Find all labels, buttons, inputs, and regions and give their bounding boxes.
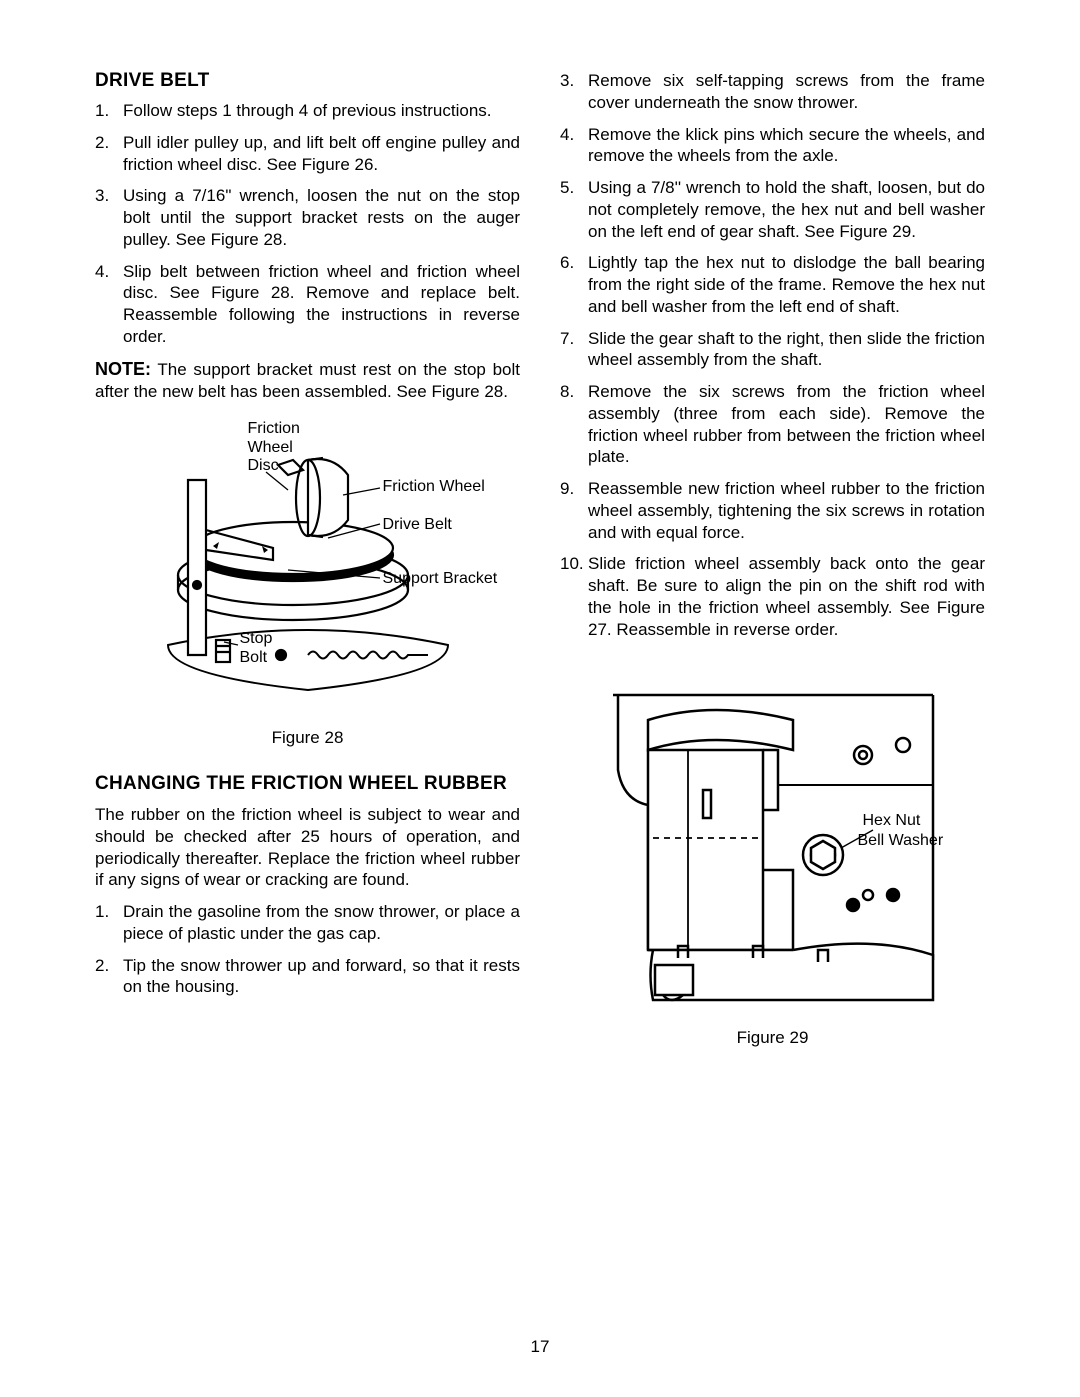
note-label: NOTE: [95, 359, 151, 379]
figure-29-caption: Figure 29 [560, 1028, 985, 1048]
list-item: Using a 7/8'' wrench to hold the shaft, … [560, 177, 985, 242]
figure-28: Friction Wheel Disc Friction Wheel Drive… [95, 420, 520, 748]
fig29-label-hex-nut: Hex Nut [863, 812, 921, 830]
note-text: The support bracket must rest on the sto… [95, 360, 520, 401]
figure-29: Hex Nut Bell Washer Figure 29 [560, 690, 985, 1048]
page: DRIVE BELT Follow steps 1 through 4 of p… [0, 0, 1080, 1112]
list-item: Tip the snow thrower up and forward, so … [95, 955, 520, 999]
drive-belt-list: Follow steps 1 through 4 of previous ins… [95, 100, 520, 348]
fig28-label-drive-belt: Drive Belt [383, 516, 452, 534]
figure-28-drawing: Friction Wheel Disc Friction Wheel Drive… [158, 420, 458, 710]
list-item: Pull idler pulley up, and lift belt off … [95, 132, 520, 176]
page-number: 17 [0, 1337, 1080, 1357]
fig29-label-bell-washer: Bell Washer [858, 832, 944, 850]
left-column: DRIVE BELT Follow steps 1 through 4 of p… [95, 70, 520, 1072]
fig28-label-support-bracket: Support Bracket [383, 570, 498, 588]
list-item: Remove the klick pins which secure the w… [560, 124, 985, 168]
figure-29-drawing: Hex Nut Bell Washer [593, 690, 953, 1010]
friction-wheel-list-part1: Drain the gasoline from the snow thrower… [95, 901, 520, 998]
list-item: Drain the gasoline from the snow thrower… [95, 901, 520, 945]
fig28-label-stop-bolt: Stop Bolt [240, 630, 273, 667]
list-item: Slip belt between friction wheel and fri… [95, 261, 520, 348]
list-item: Follow steps 1 through 4 of previous ins… [95, 100, 520, 122]
friction-wheel-intro: The rubber on the friction wheel is subj… [95, 804, 520, 891]
list-item: Remove six self-tapping screws from the … [560, 70, 985, 114]
list-item: Lightly tap the hex nut to dislodge the … [560, 252, 985, 317]
friction-wheel-list-part2: Remove six self-tapping screws from the … [560, 70, 985, 640]
section-title-friction-wheel: CHANGING THE FRICTION WHEEL RUBBER [95, 772, 520, 796]
right-column: Remove six self-tapping screws from the … [560, 70, 985, 1072]
fig28-label-friction-wheel-disc: Friction Wheel Disc [248, 420, 300, 475]
list-item: Using a 7/16" wrench, loosen the nut on … [95, 185, 520, 250]
list-item: Slide the gear shaft to the right, then … [560, 328, 985, 372]
fig28-label-friction-wheel: Friction Wheel [383, 478, 485, 496]
list-item: Remove the six screws from the friction … [560, 381, 985, 468]
figure-28-caption: Figure 28 [95, 728, 520, 748]
note-paragraph: NOTE: The support bracket must rest on t… [95, 358, 520, 403]
section-title-drive-belt: DRIVE BELT [95, 70, 520, 92]
list-item: Reassemble new friction wheel rubber to … [560, 478, 985, 543]
figure-28-svg [158, 420, 458, 710]
list-item: Slide friction wheel assembly back onto … [560, 553, 985, 640]
